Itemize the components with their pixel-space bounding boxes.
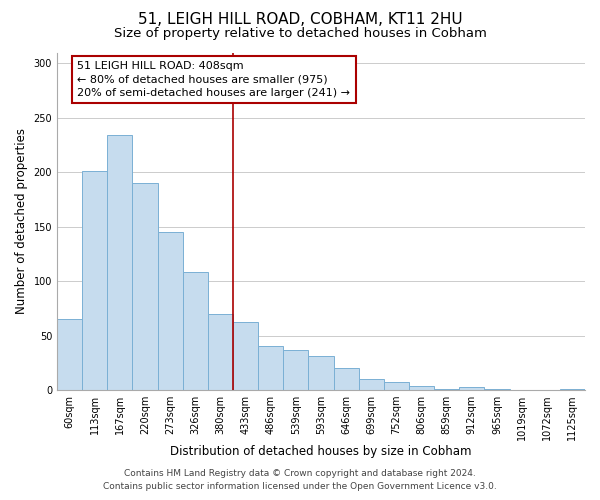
Bar xyxy=(384,382,409,390)
Bar xyxy=(283,350,308,390)
Bar xyxy=(233,322,258,390)
Bar xyxy=(560,389,585,390)
Text: Contains HM Land Registry data © Crown copyright and database right 2024.
Contai: Contains HM Land Registry data © Crown c… xyxy=(103,470,497,491)
Bar xyxy=(434,389,459,390)
Y-axis label: Number of detached properties: Number of detached properties xyxy=(15,128,28,314)
Text: 51 LEIGH HILL ROAD: 408sqm
← 80% of detached houses are smaller (975)
20% of sem: 51 LEIGH HILL ROAD: 408sqm ← 80% of deta… xyxy=(77,61,350,98)
Bar xyxy=(484,389,509,390)
Bar xyxy=(208,314,233,390)
Bar xyxy=(409,386,434,390)
Bar xyxy=(183,272,208,390)
Bar xyxy=(334,368,359,390)
X-axis label: Distribution of detached houses by size in Cobham: Distribution of detached houses by size … xyxy=(170,444,472,458)
Text: Size of property relative to detached houses in Cobham: Size of property relative to detached ho… xyxy=(113,28,487,40)
Text: 51, LEIGH HILL ROAD, COBHAM, KT11 2HU: 51, LEIGH HILL ROAD, COBHAM, KT11 2HU xyxy=(137,12,463,28)
Bar xyxy=(133,183,158,390)
Bar xyxy=(57,319,82,390)
Bar xyxy=(107,135,133,390)
Bar xyxy=(459,386,484,390)
Bar xyxy=(158,232,183,390)
Bar xyxy=(308,356,334,390)
Bar xyxy=(82,171,107,390)
Bar xyxy=(359,379,384,390)
Bar xyxy=(258,346,283,390)
